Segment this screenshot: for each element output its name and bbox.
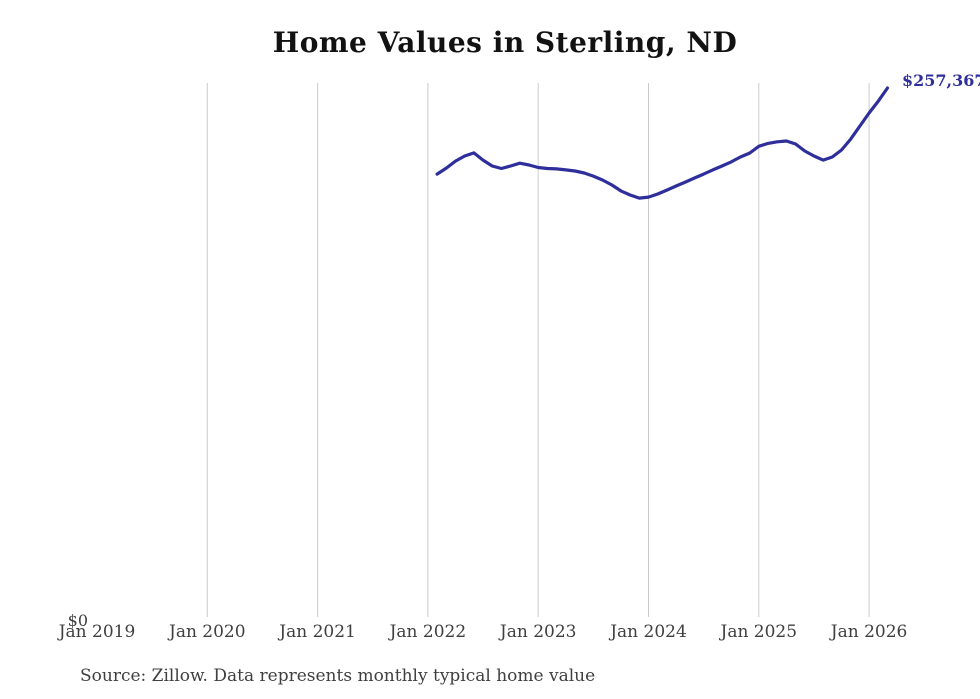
x-axis-label: Jan 2025 bbox=[720, 622, 798, 642]
x-axis-label: Jan 2021 bbox=[279, 622, 356, 642]
y-axis-zero-label: $0 bbox=[67, 611, 88, 630]
x-axis-label: Jan 2019 bbox=[58, 622, 136, 642]
x-axis-label: Jan 2022 bbox=[389, 622, 467, 642]
source-note: Source: Zillow. Data represents monthly … bbox=[80, 666, 596, 686]
x-axis-label: Jan 2024 bbox=[610, 622, 687, 642]
x-axis-label: Jan 2023 bbox=[499, 622, 577, 642]
x-axis-label: Jan 2026 bbox=[830, 622, 908, 642]
chart-title: Home Values in Sterling, ND bbox=[272, 26, 738, 59]
x-axis-label: Jan 2020 bbox=[169, 622, 246, 642]
end-value-label: $257,367 bbox=[902, 71, 980, 90]
home-value-line bbox=[435, 86, 890, 200]
vertical-gridlines bbox=[206, 83, 870, 617]
